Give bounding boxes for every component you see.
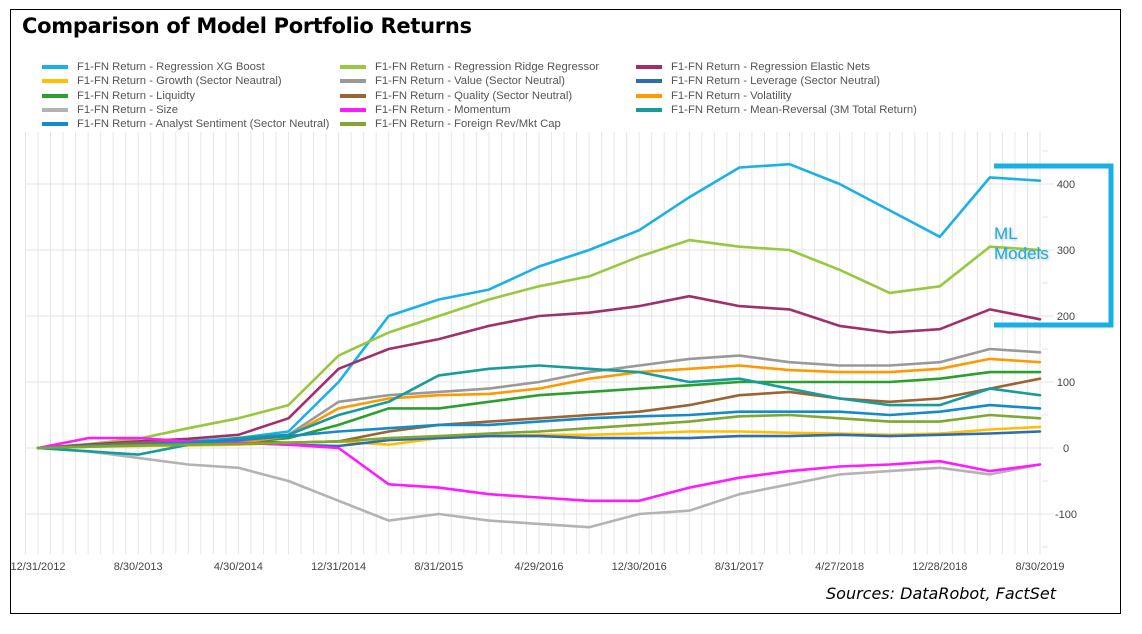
- legend-swatch: [636, 107, 662, 112]
- grid-lines: [24, 132, 1054, 554]
- legend-item[interactable]: F1-FN Return - Foreign Rev/Mkt Cap: [340, 117, 561, 131]
- x-tick-label: 12/31/2012: [10, 561, 65, 573]
- legend-swatch: [636, 65, 662, 69]
- legend-label: F1-FN Return - Regression Elastic Nets: [671, 61, 871, 73]
- x-tick-label: 12/28/2018: [912, 561, 967, 573]
- legend-swatch: [42, 122, 68, 127]
- legend-label: F1-FN Return - Size: [77, 103, 179, 116]
- x-tick-label: 8/30/2013: [114, 561, 163, 573]
- y-tick-label: 200: [1057, 311, 1075, 323]
- y-tick-label: 100: [1057, 377, 1075, 389]
- legend-swatch: [42, 107, 68, 112]
- legend-swatch: [340, 65, 366, 69]
- legend-label: F1-FN Return - Foreign Rev/Mkt Cap: [375, 118, 561, 131]
- x-tick-label: 4/30/2014: [214, 561, 263, 573]
- legend-item[interactable]: F1-FN Return - Regression Ridge Regresso…: [340, 60, 599, 74]
- legend-item[interactable]: F1-FN Return - Leverage (Sector Neutral): [636, 74, 880, 88]
- legend-swatch: [42, 65, 68, 69]
- y-tick-label: 0: [1063, 443, 1069, 455]
- bracket-shape: [994, 163, 1114, 328]
- legend-item[interactable]: F1-FN Return - Mean-Reversal (3M Total R…: [636, 103, 917, 117]
- x-tick-label: 8/31/2015: [414, 561, 463, 573]
- legend-swatch: [340, 122, 366, 127]
- legend-swatch: [636, 93, 662, 98]
- series-line-3: [36, 294, 1042, 450]
- legend-label: F1-FN Return - Mean-Reversal (3M Total R…: [671, 103, 917, 116]
- x-tick-label: 12/30/2016: [612, 561, 667, 573]
- series-lines: [36, 162, 1042, 529]
- y-axis-ticks: -100 0 100 200 300 400: [1055, 179, 1077, 521]
- series-line-13: [36, 403, 1042, 450]
- ml-models-bracket: [994, 163, 1114, 328]
- legend-label: F1-FN Return - Value (Sector Neutral): [375, 75, 566, 88]
- series-line-14: [36, 413, 1042, 450]
- legend-label: F1-FN Return - Quality (Sector Neutral): [375, 89, 573, 102]
- legend-item[interactable]: F1-FN Return - Momentum: [340, 103, 511, 117]
- legend-label: F1-FN Return - Analyst Sentiment (Sector…: [77, 118, 330, 131]
- annotation-line-1: ML: [994, 224, 1018, 243]
- legend-label: F1-FN Return - Leverage (Sector Neutral): [671, 75, 881, 88]
- source-note: Sources: DataRobot, FactSet: [826, 584, 1056, 603]
- legend-item[interactable]: F1-FN Return - Liquidty: [42, 89, 195, 103]
- legend-swatch: [340, 79, 366, 84]
- series-line-10: [36, 446, 1042, 529]
- legend-item[interactable]: F1-FN Return - Volatility: [636, 89, 792, 103]
- legend-item[interactable]: F1-FN Return - Regression XG Boost: [42, 60, 265, 74]
- legend-label: F1-FN Return - Regression XG Boost: [77, 61, 265, 73]
- legend-swatch: [42, 79, 68, 84]
- legend-item[interactable]: F1-FN Return - Size: [42, 103, 178, 117]
- ml-models-annotation: ML Models: [994, 224, 1049, 264]
- x-tick-label: 8/31/2017: [715, 561, 764, 573]
- legend-label: F1-FN Return - Momentum: [375, 103, 511, 116]
- legend-item[interactable]: F1-FN Return - Value (Sector Neutral): [340, 74, 565, 88]
- legend-swatch: [340, 107, 366, 112]
- legend-swatch: [42, 93, 68, 98]
- annotation-line-2: Models: [994, 244, 1049, 263]
- x-tick-label: 4/27/2018: [815, 561, 864, 573]
- legend-item[interactable]: F1-FN Return - Analyst Sentiment (Sector…: [42, 117, 329, 131]
- legend-item[interactable]: F1-FN Return - Regression Elastic Nets: [636, 60, 870, 74]
- legend-item[interactable]: F1-FN Return - Quality (Sector Neutral): [340, 89, 572, 103]
- legend-label: F1-FN Return - Liquidty: [77, 89, 196, 102]
- legend-swatch: [340, 93, 366, 98]
- legend-swatch: [636, 79, 662, 84]
- x-axis-ticks: 12/31/2012 8/30/2013 4/30/2014 12/31/2014 8/…: [10, 561, 1064, 573]
- legend-item[interactable]: F1-FN Return - Growth (Sector Neautral): [42, 74, 282, 88]
- legend-label: F1-FN Return - Regression Ridge Regresso…: [375, 61, 600, 73]
- chart-title: Comparison of Model Portfolio Returns: [22, 14, 472, 38]
- legend-label: F1-FN Return - Growth (Sector Neautral): [77, 75, 282, 88]
- x-tick-label: 4/29/2016: [515, 561, 564, 573]
- x-tick-label: 12/31/2014: [311, 561, 366, 573]
- y-tick-label: 300: [1057, 245, 1075, 257]
- x-tick-label: 8/30/2019: [1016, 561, 1065, 573]
- chart-frame: [10, 9, 1121, 614]
- series-line-2: [36, 238, 1042, 450]
- y-tick-label: -100: [1055, 509, 1077, 521]
- y-tick-label: 400: [1057, 179, 1075, 191]
- legend-label: F1-FN Return - Volatility: [671, 89, 792, 102]
